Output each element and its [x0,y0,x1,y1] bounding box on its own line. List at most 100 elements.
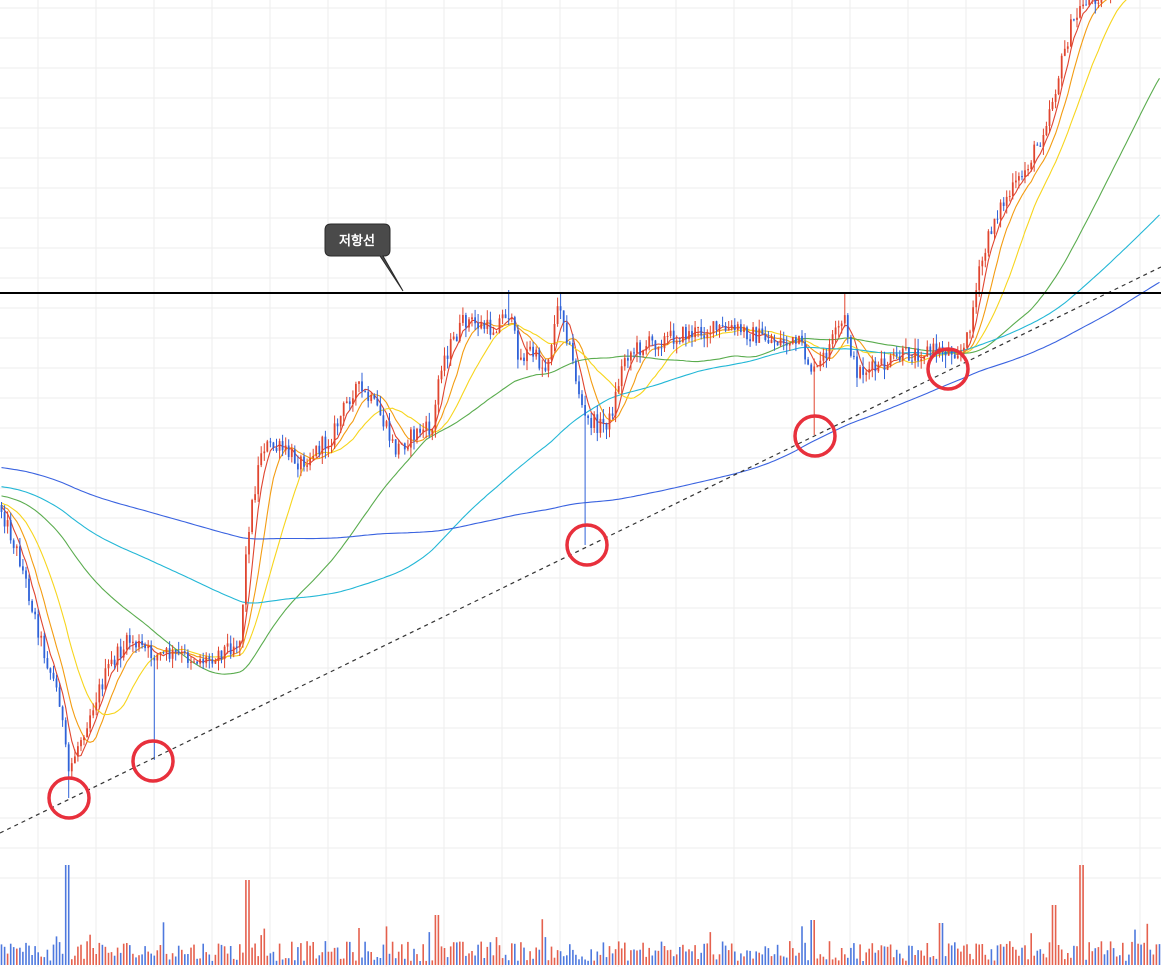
candle-body [636,342,638,353]
touch-point-markers [47,347,970,820]
volume-bar [104,946,107,965]
candle-body [1088,0,1091,5]
candle-body [449,339,452,359]
volume-bar [795,955,797,965]
candle-body [34,611,36,615]
candle-body [816,366,819,368]
volume-bar [666,950,669,965]
volume-bar [969,953,971,965]
candle-body [596,414,599,433]
volume-bar [462,941,464,965]
volume-bar [1070,957,1072,965]
volume-bar [828,941,831,965]
volume-bar [297,947,299,965]
candle-body [773,339,776,343]
volume-bar [669,949,672,965]
candle-body [67,744,70,772]
volume-bar [232,958,235,965]
volume-bar [1067,953,1069,965]
volume-bar [498,945,501,965]
candle-body [669,330,672,336]
candle-body [865,372,868,375]
volume-bar [581,956,583,965]
candle-body [630,352,632,361]
volume-bar [1149,949,1152,965]
candle-body [202,659,205,664]
volume-bar [514,943,516,965]
volume-bar [1158,944,1161,965]
volume-bar [196,958,198,965]
volume-bar [700,952,702,965]
volume-bar [446,957,449,965]
volume-bar [480,941,482,965]
volume-bar [844,954,846,965]
candle-body [727,328,730,331]
ma-240-line [1,281,1160,540]
volume-bar [31,955,33,965]
candle-body [1036,144,1039,146]
candle-body [1030,162,1033,169]
volume-bar [627,960,629,965]
volume-bar [333,947,336,965]
candle-body [517,330,519,360]
candle-body [257,465,260,495]
volume-bar [110,952,113,965]
volume-bar [639,949,641,965]
volume-bar [504,954,507,965]
volume-bar [300,943,302,965]
candle-body [9,520,12,541]
volume-bar [349,941,351,965]
candle-body [468,319,470,328]
volume-bar [3,946,6,965]
candle-body [825,352,828,359]
candle-body [507,318,510,320]
volume-bar [1064,959,1066,965]
candle-body [64,720,67,745]
volume-bar [1140,944,1142,965]
volume-bar [287,958,290,965]
volume-bar [987,959,990,965]
volume-bar [92,948,94,965]
candle-body [327,446,330,449]
volume-bar [291,941,293,965]
volume-bar [306,941,308,965]
volume-bar [1155,944,1158,965]
candle-body [795,337,797,344]
candle-body [248,532,250,555]
volume-bar [596,951,599,965]
volume-bar [138,955,140,965]
candle-body [419,428,421,433]
volume-bar [266,955,269,965]
candle-body [416,428,418,440]
volume-bar [984,954,987,965]
candle-body [1011,182,1014,196]
volume-bar [566,955,568,965]
candle-body [407,447,409,450]
volume-bar [336,947,339,965]
candle-body [480,322,483,329]
candle-body [547,359,550,371]
candle-body [1097,2,1100,4]
volume-bar [324,941,327,965]
volume-bar [220,944,223,965]
candle-body [535,349,538,357]
candle-body [159,652,162,655]
candle-body [529,346,531,350]
candle-body [174,649,177,652]
candle-body [550,345,553,360]
volume-bar [1057,945,1060,965]
volume-bar [999,944,1002,965]
candles [0,0,1112,798]
candle-body [61,706,64,721]
volume-bar [71,959,73,965]
candle-body [251,500,253,532]
candle-body [1063,48,1066,56]
candle-body [929,346,932,352]
candle-body [651,336,654,341]
volume-bar [764,946,767,965]
candle-body [605,423,608,430]
candle-body [706,334,709,339]
volume-bar [889,944,892,965]
candle-body [1002,202,1005,206]
candle-body [287,445,290,457]
